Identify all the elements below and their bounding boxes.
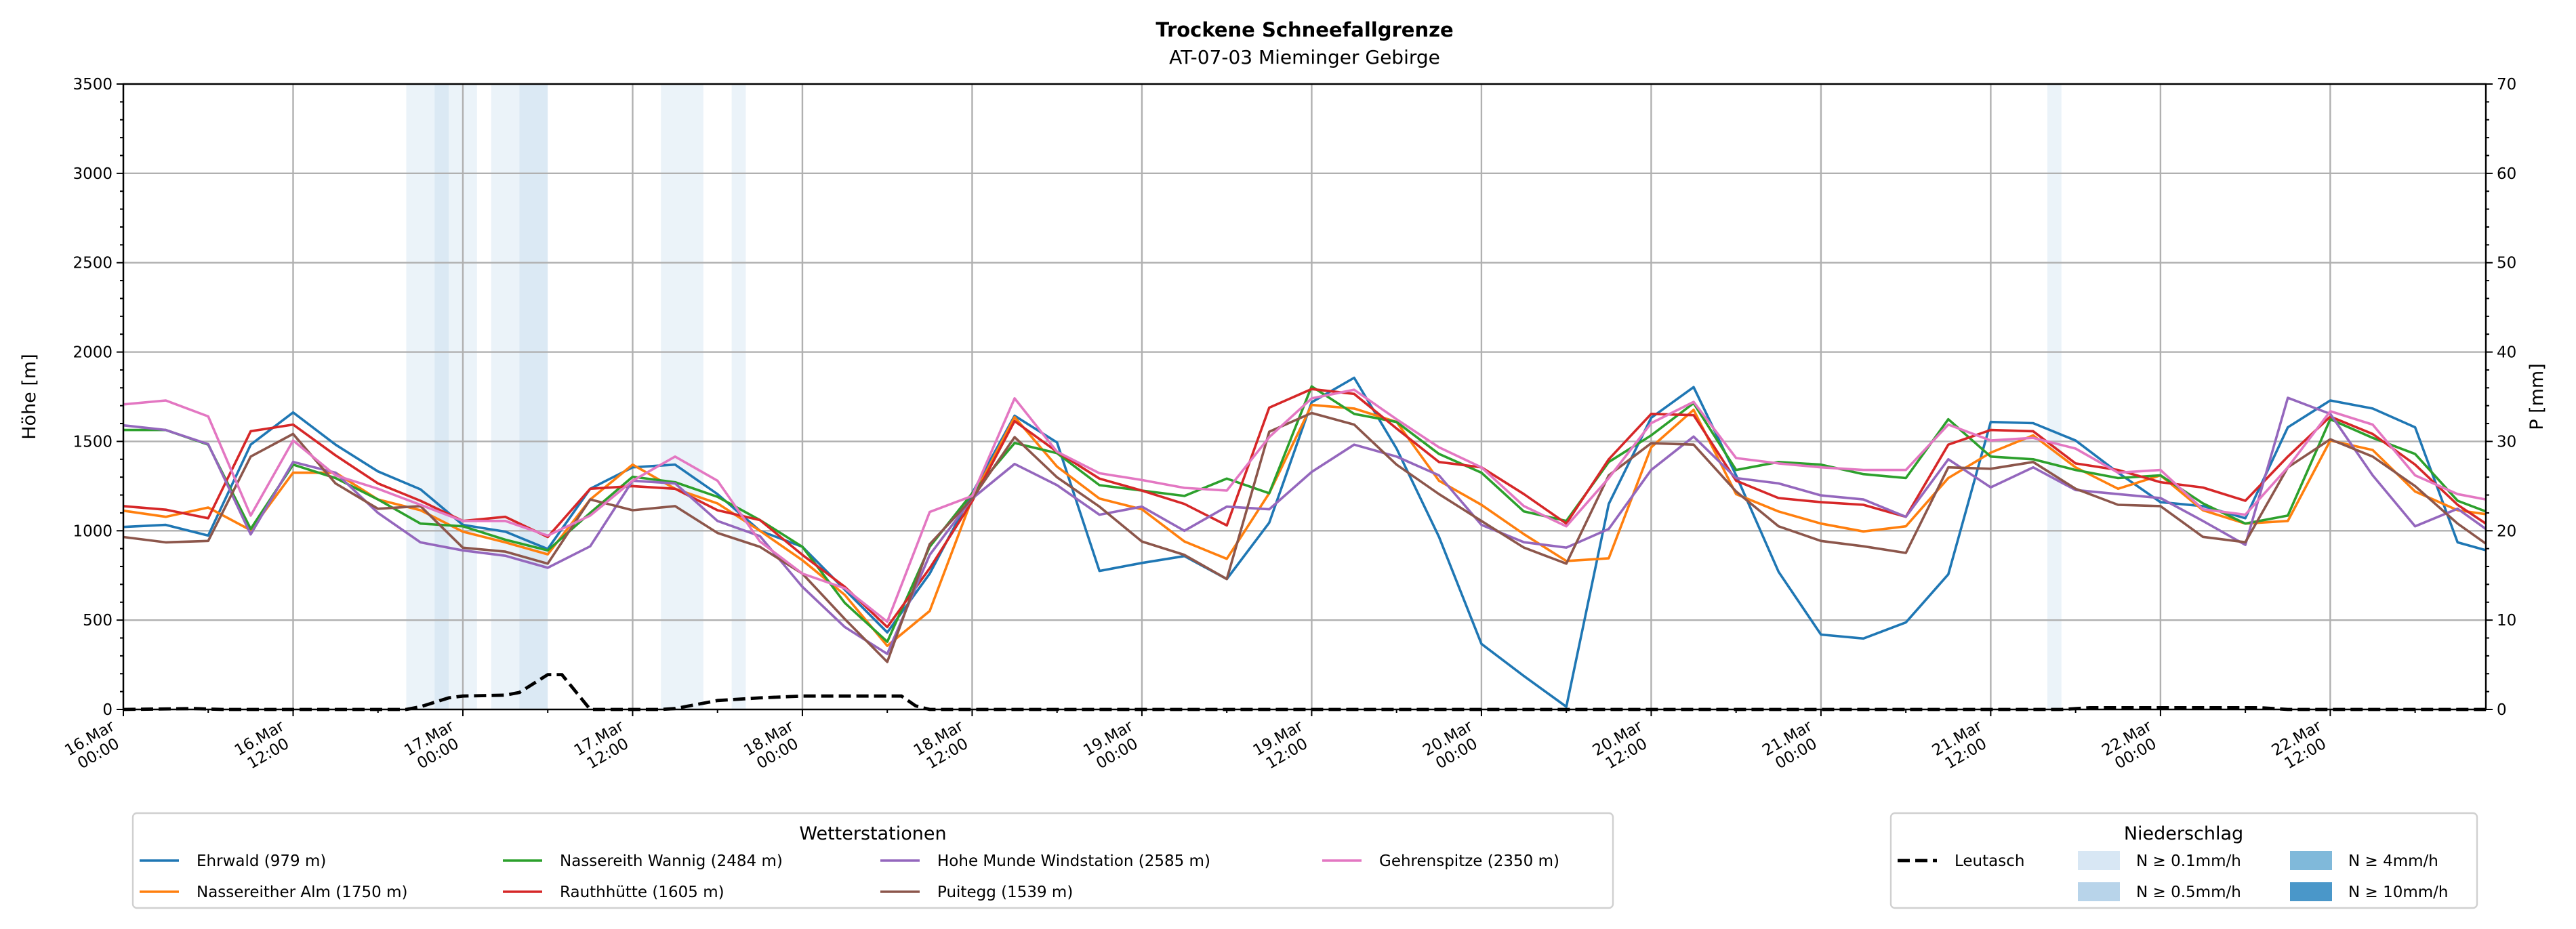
legend-label: Ehrwald (979 m)	[197, 852, 326, 870]
legend-label: Hohe Munde Windstation (2585 m)	[937, 852, 1210, 870]
precip-band	[661, 84, 703, 709]
y-right-tick-label: 30	[2497, 433, 2516, 451]
precip-band	[2047, 84, 2062, 709]
y-tick-label: 1000	[73, 522, 113, 540]
precip-band	[491, 84, 520, 709]
chart-title: Trockene Schneefallgrenze	[1156, 18, 1453, 41]
precip-bands	[406, 84, 2062, 709]
y-axis-label: Höhe [m]	[19, 354, 40, 440]
y-right-tick-label: 70	[2497, 76, 2516, 94]
y-tick-label: 2000	[73, 344, 113, 362]
legend-patch	[2290, 882, 2332, 901]
plot-frame	[122, 83, 2487, 711]
precip-band	[406, 84, 435, 709]
y-right-axis-label: P [mm]	[2527, 363, 2548, 430]
legend-precip: Niederschlag Leutasch N ≥ 0.1mm/h N ≥ 0.5mm…	[1889, 812, 2478, 909]
y-right-tick-label: 20	[2497, 522, 2516, 540]
y-right-tick-label: 0	[2497, 701, 2507, 719]
y-tick-label: 2500	[73, 255, 113, 272]
y-right-tick-label: 60	[2497, 165, 2516, 183]
series-line-3	[123, 388, 2487, 629]
legend-title: Niederschlag	[2124, 823, 2243, 844]
y-axis-left: 0 500 1000 1500 2000 2500 3000 3500	[73, 76, 123, 719]
series-line-6	[123, 388, 2487, 623]
legend-label: Nassereither Alm (1750 m)	[197, 884, 407, 901]
y-tick-label: 1500	[73, 433, 113, 451]
precip-band	[434, 84, 449, 709]
legend-title: Wetterstationen	[799, 823, 946, 844]
precip-band	[519, 84, 548, 709]
y-axis-right: 0 10 20 30 40 50 60 70	[2486, 76, 2516, 719]
legend-patch	[2078, 882, 2120, 901]
series-line-0	[123, 376, 2487, 708]
series-line-2	[123, 385, 2487, 643]
legend-label: Nassereith Wannig (2484 m)	[560, 852, 783, 870]
legend-label: Leutasch	[1955, 852, 2024, 870]
precip-band	[731, 84, 746, 709]
y-tick-label: 0	[102, 701, 113, 719]
legend-label: Puitegg (1539 m)	[937, 884, 1073, 901]
y-tick-label: 3000	[73, 165, 113, 183]
precip-line-leutasch	[123, 673, 2486, 711]
grid	[122, 83, 2486, 711]
legend-stations: Wetterstationen Ehrwald (979 m) Nassereith…	[131, 812, 1614, 909]
legend-label: Rauthhütte (1605 m)	[560, 884, 724, 901]
series-line-1	[123, 403, 2487, 647]
legend-patch	[2078, 851, 2120, 870]
y-right-tick-label: 50	[2497, 255, 2516, 272]
series-lines	[123, 376, 2487, 708]
y-right-tick-label: 10	[2497, 612, 2516, 629]
legend-label: Gehrenspitze (2350 m)	[1379, 852, 1559, 870]
legend-box	[131, 812, 1614, 909]
legend-label: N ≥ 0.1mm/h	[2136, 852, 2241, 870]
y-tick-label: 500	[83, 612, 113, 629]
series-line-4	[123, 396, 2487, 655]
legend-label: N ≥ 4mm/h	[2348, 852, 2438, 870]
chart-subtitle: AT-07-03 Mieminger Gebirge	[1169, 46, 1440, 68]
y-tick-label: 3500	[73, 76, 113, 94]
legend-patch	[2290, 851, 2332, 870]
y-right-tick-label: 40	[2497, 344, 2516, 362]
legend-label: N ≥ 0.5mm/h	[2136, 884, 2241, 901]
series-line-5	[123, 411, 2487, 663]
legend-label: N ≥ 10mm/h	[2348, 884, 2449, 901]
